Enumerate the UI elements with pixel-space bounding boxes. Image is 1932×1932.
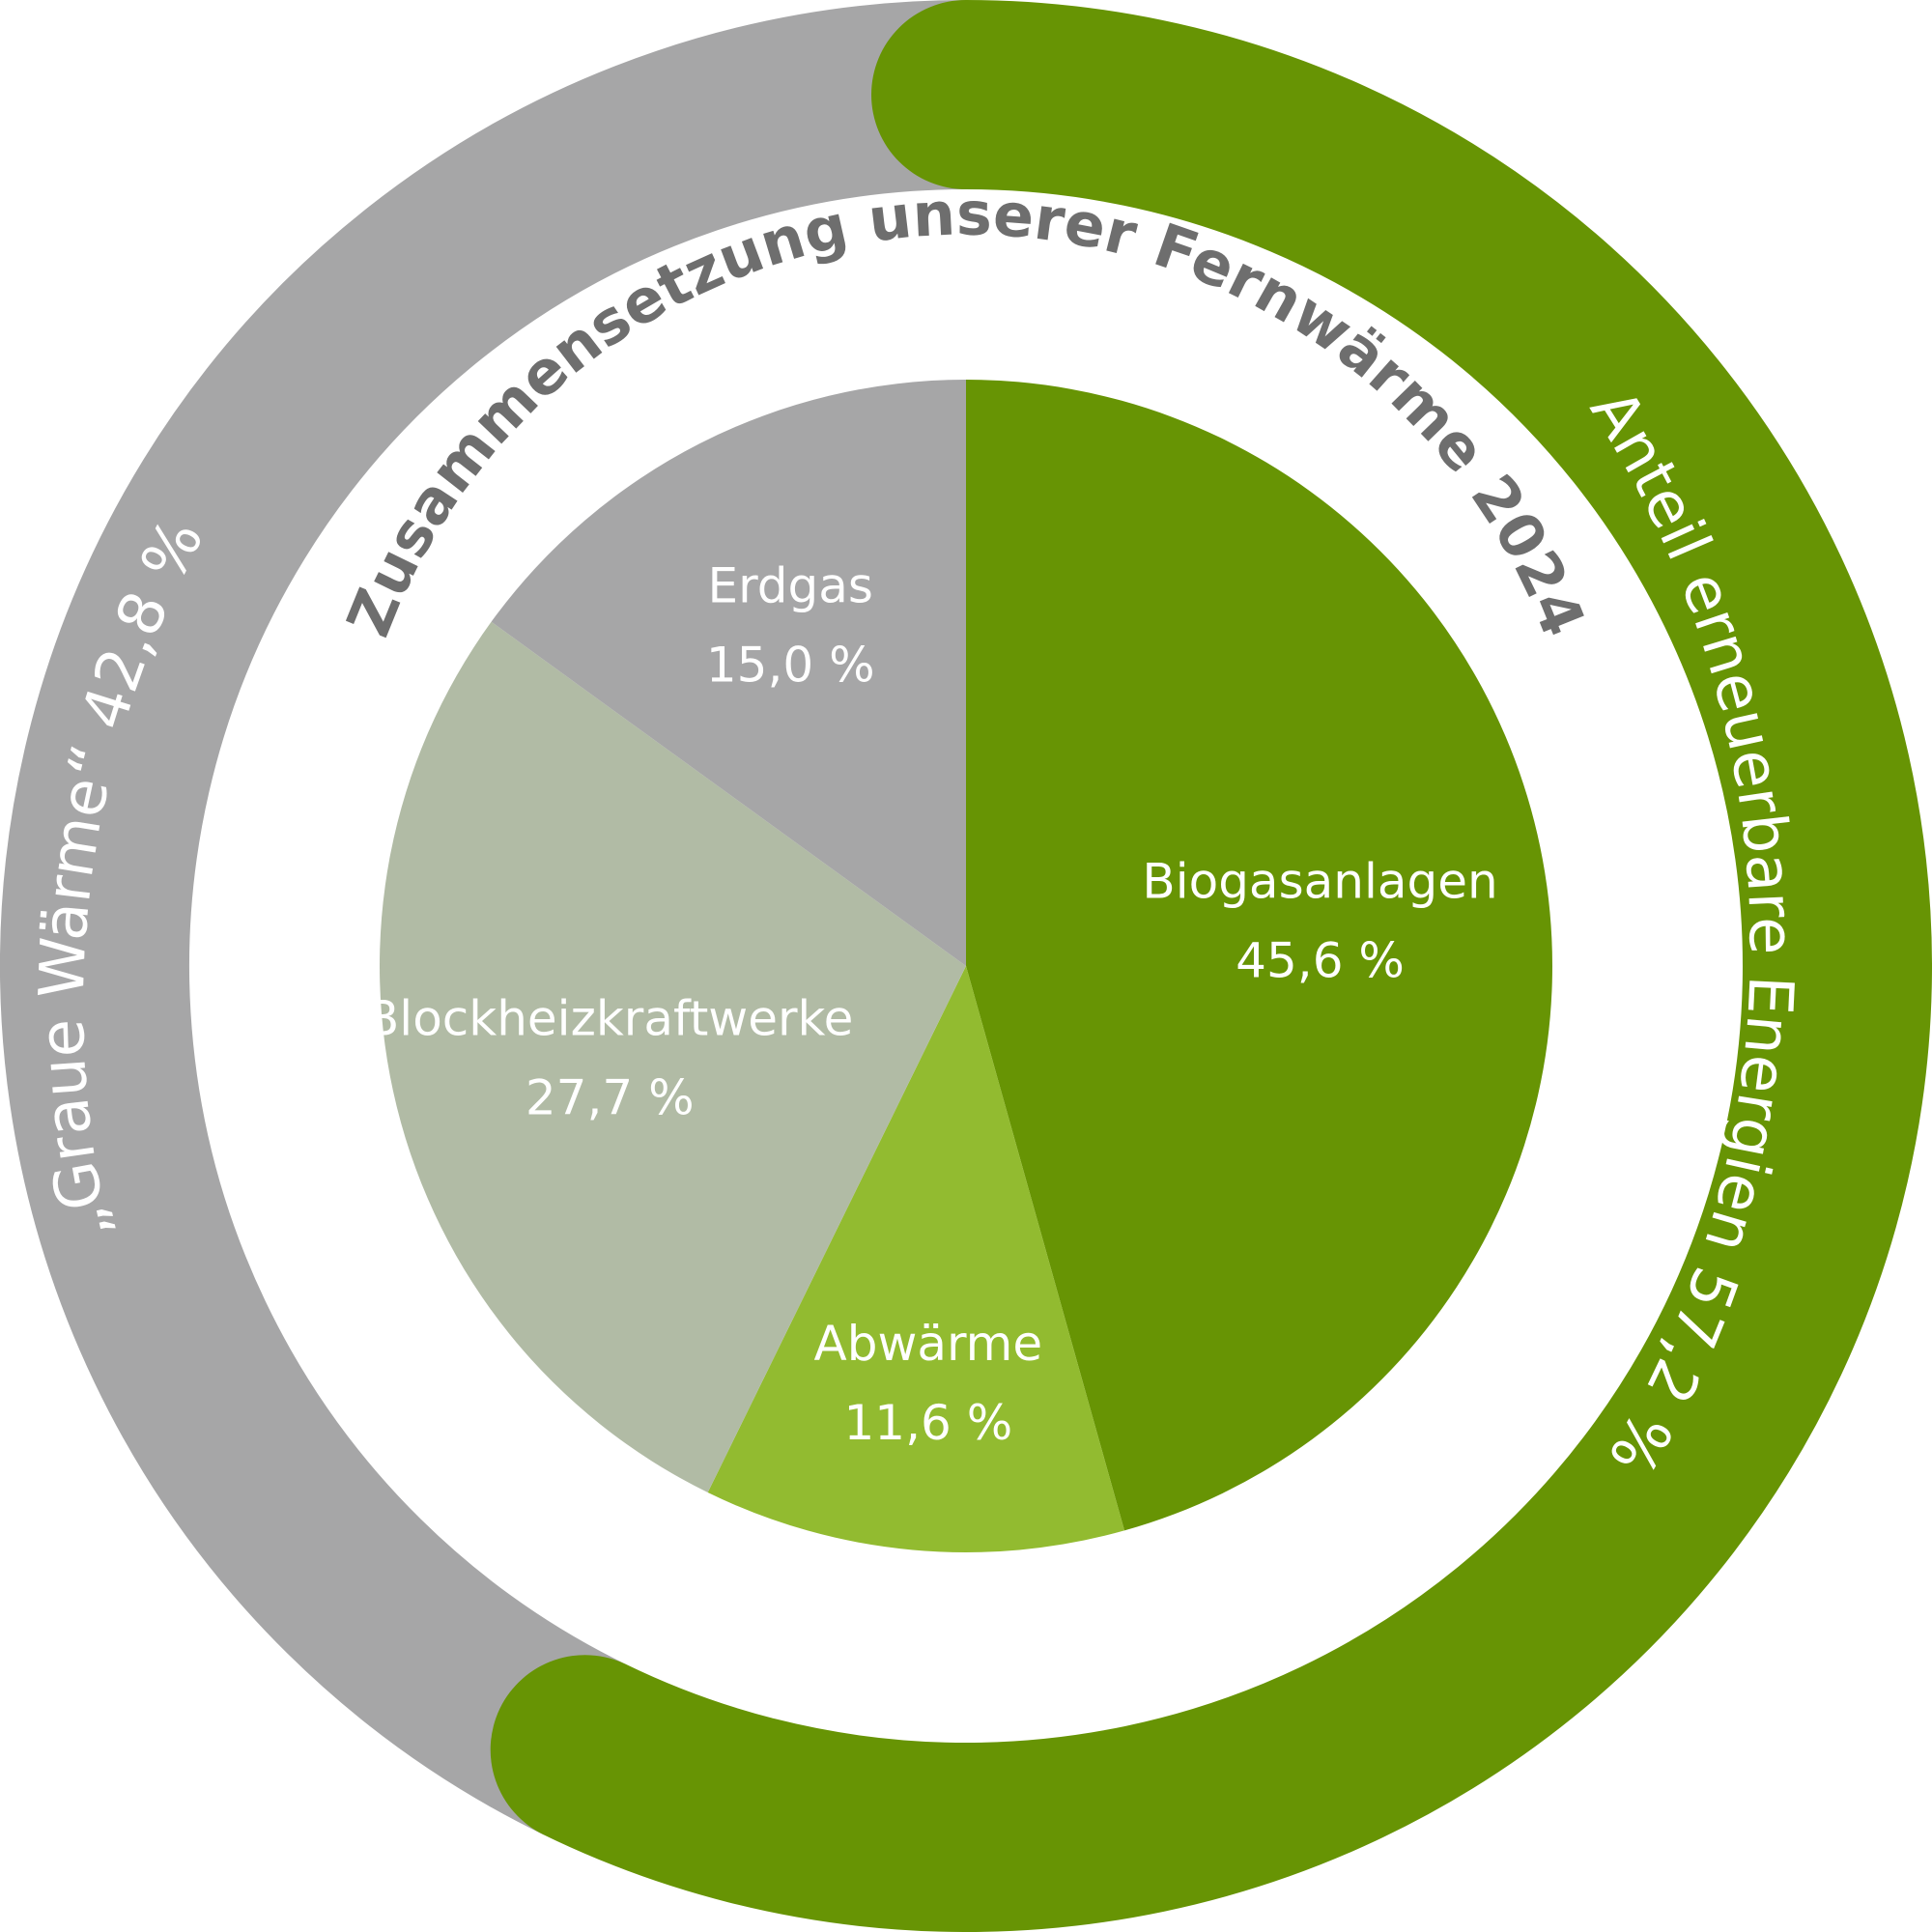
ring-arc-renewable bbox=[490, 0, 1932, 1932]
pie-slice bbox=[491, 380, 966, 966]
pie-slice bbox=[379, 621, 966, 1492]
slice-label: Blockheizkraftwerke bbox=[366, 991, 853, 1047]
slice-value-label: 27,7 % bbox=[526, 1070, 695, 1126]
pie-layer bbox=[379, 380, 1552, 1552]
slice-label: Abwärme bbox=[814, 1316, 1043, 1372]
label-layer: Biogasanlagen 45,6 % Abwärme 11,6 % Blockhei… bbox=[366, 558, 1498, 1452]
slice-label: Biogasanlagen bbox=[1142, 854, 1497, 910]
slice-value-label: 15,0 % bbox=[706, 638, 875, 694]
pie-slice bbox=[707, 966, 1125, 1552]
pie-slice bbox=[966, 380, 1552, 1531]
ring-arc-grey bbox=[0, 0, 966, 1835]
slice-value-label: 11,6 % bbox=[843, 1395, 1012, 1451]
slice-label: Erdgas bbox=[708, 558, 873, 614]
slice-value-label: 45,6 % bbox=[1236, 933, 1405, 989]
